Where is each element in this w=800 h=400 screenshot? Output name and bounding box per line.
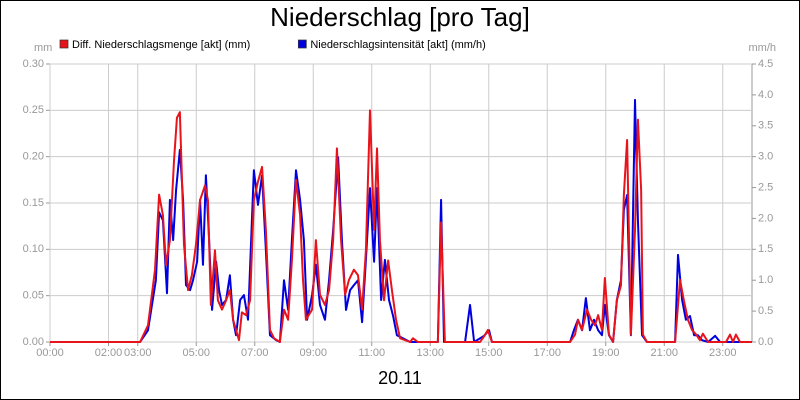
y-axis-unit: mm bbox=[34, 42, 52, 54]
y-tick-label: 0.00 bbox=[23, 336, 44, 348]
legend-swatch bbox=[59, 39, 69, 49]
y2-tick-label: 4.0 bbox=[758, 89, 773, 101]
x-tick-label: 21:00 bbox=[650, 347, 678, 359]
legend-label: Diff. Niederschlagsmenge [akt] (mm) bbox=[72, 39, 250, 51]
y-tick-label: 0.15 bbox=[23, 197, 44, 209]
x-tick-label: 11:00 bbox=[358, 347, 385, 359]
y-tick-label: 0.20 bbox=[23, 151, 44, 163]
x-tick-label: 23:00 bbox=[709, 347, 737, 359]
y2-tick-label: 0.5 bbox=[758, 305, 773, 317]
y-tick-label: 0.10 bbox=[23, 243, 44, 255]
y2-tick-label: 1.5 bbox=[758, 243, 773, 255]
y-tick-label: 0.05 bbox=[23, 290, 44, 302]
x-tick-label: 05:00 bbox=[182, 347, 210, 359]
x-tick-label: 13:00 bbox=[416, 347, 444, 359]
x-tick-label: 03:00 bbox=[124, 347, 152, 359]
y2-tick-label: 4.5 bbox=[758, 58, 773, 70]
y2-tick-label: 0.0 bbox=[758, 336, 773, 348]
y2-axis-unit: mm/h bbox=[749, 42, 777, 54]
x-tick-label: 00:00 bbox=[36, 347, 64, 359]
x-tick-label: 02:00 bbox=[95, 347, 123, 359]
x-tick-label: 19:00 bbox=[592, 347, 620, 359]
x-tick-label: 09:00 bbox=[299, 347, 327, 359]
y-tick-label: 0.25 bbox=[23, 104, 44, 116]
y2-tick-label: 3.5 bbox=[758, 120, 773, 132]
chart-title: Niederschlag [pro Tag] bbox=[270, 2, 530, 32]
x-tick-label: 07:00 bbox=[241, 347, 269, 359]
y-tick-label: 0.30 bbox=[23, 58, 44, 70]
legend-swatch bbox=[297, 39, 307, 49]
series-line bbox=[50, 109, 752, 343]
x-tick-label: 17:00 bbox=[533, 347, 561, 359]
chart-subtitle: 20.11 bbox=[378, 368, 422, 388]
legend-label: Niederschlagsintensität [akt] (mm/h) bbox=[310, 39, 485, 51]
x-tick-label: 15:00 bbox=[475, 347, 503, 359]
y2-tick-label: 2.5 bbox=[758, 181, 773, 193]
y2-tick-label: 1.0 bbox=[758, 274, 773, 286]
y2-tick-label: 2.0 bbox=[758, 212, 773, 224]
y2-tick-label: 3.0 bbox=[758, 151, 773, 163]
